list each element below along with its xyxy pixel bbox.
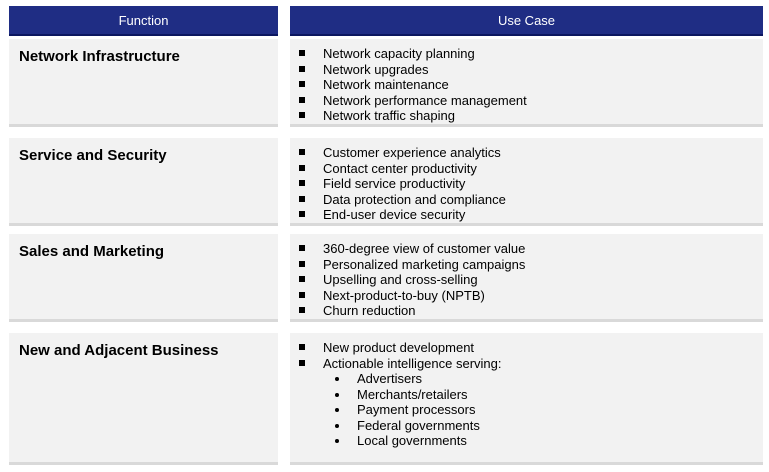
sub-list-item: Merchants/retailers: [299, 387, 480, 403]
sub-item-text: Local governments: [357, 433, 467, 449]
function-cell-sales-and-marketing: Sales and Marketing: [9, 234, 278, 322]
list-item: Personalized marketing campaigns: [299, 257, 525, 273]
list-item: Network performance management: [299, 93, 527, 109]
sub-item-list: Advertisers Merchants/retailers Payment …: [299, 371, 480, 449]
list-item: Churn reduction: [299, 303, 525, 319]
sub-list-item: Payment processors: [299, 402, 480, 418]
use-case-cell-network-infrastructure: Network capacity planning Network upgrad…: [290, 39, 763, 127]
function-label: Service and Security: [19, 147, 167, 164]
header-use-case: Use Case: [290, 6, 763, 36]
sub-list-item: Federal governments: [299, 418, 480, 434]
list-item: Field service productivity: [299, 176, 506, 192]
use-case-list: 360-degree view of customer value Person…: [299, 241, 525, 319]
list-item: Contact center productivity: [299, 161, 506, 177]
function-label: New and Adjacent Business: [19, 342, 219, 359]
list-item: 360-degree view of customer value: [299, 241, 525, 257]
function-cell-service-and-security: Service and Security: [9, 138, 278, 226]
sub-list-item: Local governments: [299, 433, 480, 449]
list-item: Upselling and cross-selling: [299, 272, 525, 288]
list-item: End-user device security: [299, 207, 506, 223]
list-item: Network capacity planning: [299, 46, 527, 62]
list-item: Customer experience analytics: [299, 145, 506, 161]
use-case-cell-new-and-adjacent-business: New product development Actionable intel…: [290, 333, 763, 465]
use-case-cell-service-and-security: Customer experience analytics Contact ce…: [290, 138, 763, 226]
use-case-list: New product development Actionable intel…: [299, 340, 502, 371]
list-item: New product development: [299, 340, 502, 356]
function-label: Network Infrastructure: [19, 48, 180, 65]
list-item: Actionable intelligence serving:: [299, 356, 502, 372]
list-item: Data protection and compliance: [299, 192, 506, 208]
use-case-list: Customer experience analytics Contact ce…: [299, 145, 506, 223]
function-cell-new-and-adjacent-business: New and Adjacent Business: [9, 333, 278, 465]
sub-item-text: Federal governments: [357, 417, 480, 433]
function-label: Sales and Marketing: [19, 243, 165, 260]
list-item: Network upgrades: [299, 62, 527, 78]
sub-list-item: Advertisers: [299, 371, 480, 387]
sub-item-text: Advertisers: [357, 371, 423, 386]
sub-item-text: Payment processors: [357, 402, 476, 418]
header-function: Function: [9, 6, 278, 36]
use-case-list: Network capacity planning Network upgrad…: [299, 46, 527, 124]
sub-item-text: Merchants/retailers: [357, 386, 468, 402]
list-item: Network maintenance: [299, 77, 527, 93]
list-item: Network traffic shaping: [299, 108, 527, 124]
list-item: Next-product-to-buy (NPTB): [299, 288, 525, 304]
use-case-cell-sales-and-marketing: 360-degree view of customer value Person…: [290, 234, 763, 322]
function-cell-network-infrastructure: Network Infrastructure: [9, 39, 278, 127]
